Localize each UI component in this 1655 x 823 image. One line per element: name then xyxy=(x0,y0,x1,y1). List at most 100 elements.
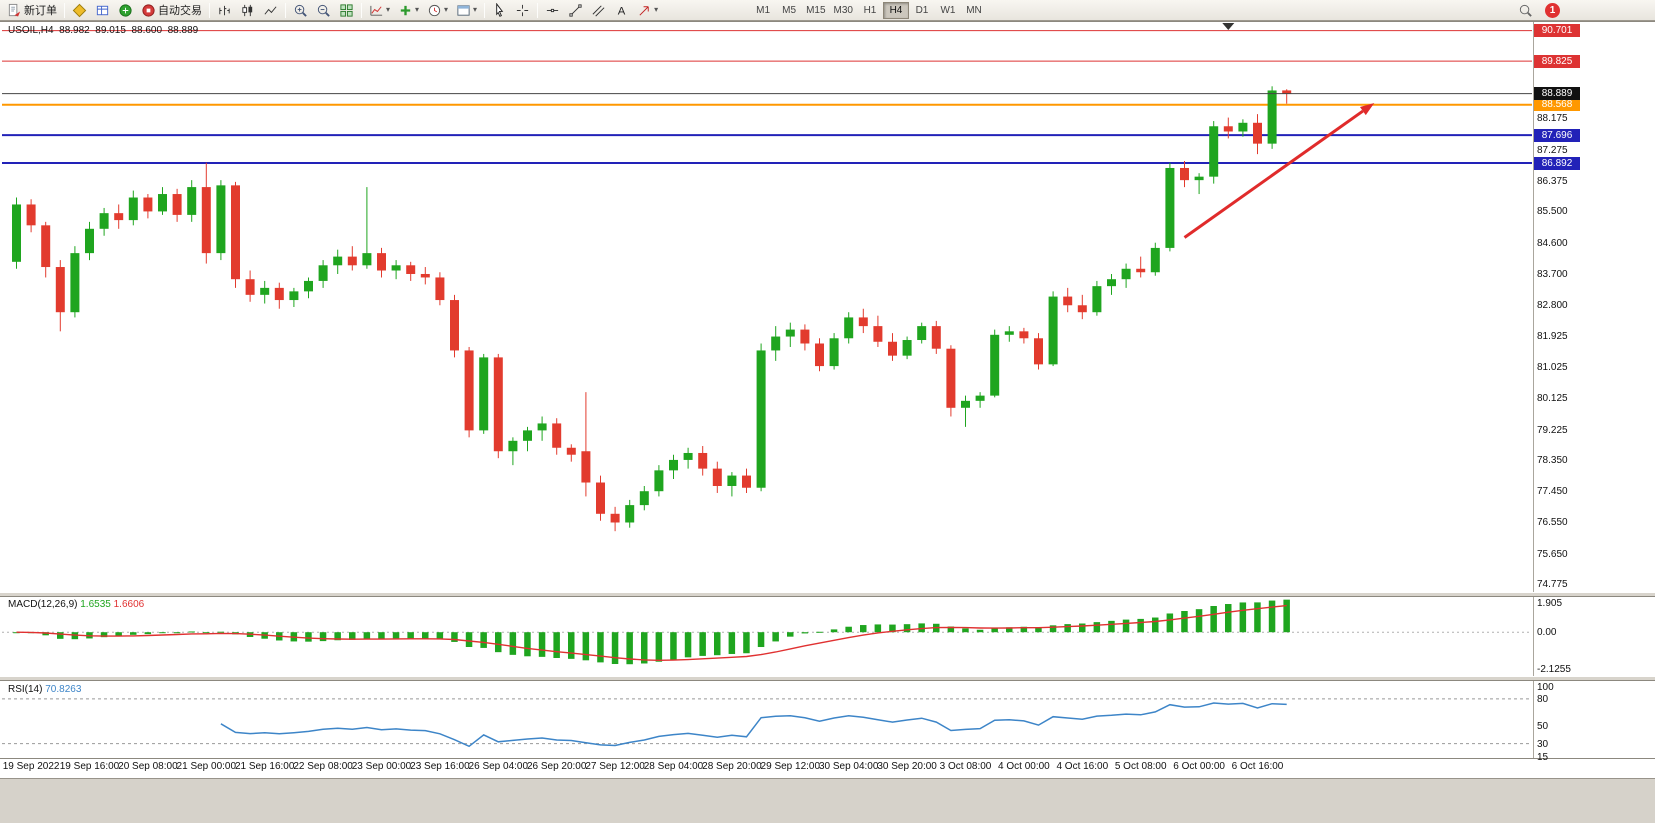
candle-up xyxy=(479,357,489,431)
candle-down xyxy=(698,452,708,469)
notification-badge[interactable]: 1 xyxy=(1545,2,1560,18)
candle-up xyxy=(12,204,21,262)
candle-up xyxy=(669,459,678,471)
candle-up xyxy=(128,197,138,221)
pane-separator-macd[interactable] xyxy=(0,592,1655,597)
periods-button[interactable]: ▾ xyxy=(423,1,452,20)
macd-histogram-bar xyxy=(203,632,210,634)
candle-down xyxy=(493,357,503,452)
candle-down xyxy=(1180,167,1189,181)
text-tool-icon: A xyxy=(618,5,626,17)
timeframe-button-m1[interactable]: M1 xyxy=(756,4,771,16)
timeframe-button-w1[interactable]: W1 xyxy=(940,4,956,16)
candlestick-chart-button[interactable] xyxy=(236,1,259,20)
macd-histogram-bar xyxy=(772,632,779,642)
candle-down xyxy=(201,187,211,254)
macd-histogram-bar xyxy=(1093,622,1101,633)
candle-up xyxy=(318,265,328,281)
bar-chart-button[interactable] xyxy=(213,1,236,20)
search-icon xyxy=(1519,4,1532,17)
timeframe-button-h4[interactable]: H4 xyxy=(882,1,909,19)
candle-up xyxy=(756,350,766,488)
auto-trading-button[interactable]: 自动交易 xyxy=(137,1,206,20)
candle-up xyxy=(785,329,795,337)
navigator-button[interactable] xyxy=(114,1,137,20)
candle-down xyxy=(1282,90,1292,94)
horizontal-line-icon xyxy=(546,8,559,12)
candle-down xyxy=(55,267,65,313)
tile-windows-button[interactable] xyxy=(335,1,358,20)
templates-button[interactable]: ▾ xyxy=(452,1,481,20)
trend-arrow[interactable] xyxy=(1183,109,1364,239)
candle-down xyxy=(245,279,255,295)
candle-up xyxy=(391,265,401,271)
macd-histogram-bar xyxy=(509,632,517,655)
candle-down xyxy=(172,194,182,215)
timeframe-button-m30[interactable]: M30 xyxy=(833,4,853,16)
toolbar-separator xyxy=(285,2,286,18)
candle-down xyxy=(596,482,605,514)
add-indicator-button[interactable]: ▾ xyxy=(394,1,423,20)
macd-histogram-bar xyxy=(801,632,809,634)
timeframe-button-d1[interactable]: D1 xyxy=(915,4,929,16)
candle-down xyxy=(420,273,430,278)
candle-up xyxy=(537,423,547,431)
timeframe-button-mn[interactable]: MN xyxy=(966,4,982,16)
timeframe-button-m15[interactable]: M15 xyxy=(806,4,826,16)
macd-histogram-bar xyxy=(845,626,852,633)
candle-up xyxy=(902,340,912,356)
candle-down xyxy=(26,204,36,226)
dropdown-caret-icon: ▾ xyxy=(473,5,478,14)
pane-separator-rsi[interactable] xyxy=(0,676,1655,681)
macd-histogram-bar xyxy=(422,632,429,639)
macd-histogram-bar xyxy=(436,632,444,640)
line-chart-button[interactable] xyxy=(259,1,282,20)
macd-histogram-bar xyxy=(743,632,750,654)
macd-histogram-bar xyxy=(130,632,137,635)
candle-up xyxy=(260,287,270,295)
candle-down xyxy=(1253,122,1262,144)
crosshair-button[interactable] xyxy=(511,1,534,20)
dropdown-caret-icon: ▾ xyxy=(654,5,659,14)
zoom-in-button[interactable] xyxy=(289,1,312,20)
chart-shift-marker-icon[interactable] xyxy=(1222,23,1235,30)
macd-histogram-bar xyxy=(13,632,20,634)
macd-histogram-bar xyxy=(349,632,356,640)
trendline-tool-button[interactable] xyxy=(564,1,587,20)
macd-histogram-bar xyxy=(42,632,49,636)
cursor-button[interactable] xyxy=(488,1,511,20)
candle-up xyxy=(961,400,970,408)
search-button[interactable] xyxy=(1514,1,1537,20)
new-order-button[interactable]: 新订单 xyxy=(3,1,61,20)
macd-histogram-bar xyxy=(1152,617,1159,633)
candle-up xyxy=(85,228,94,254)
add-indicator-icon xyxy=(400,5,411,15)
macd-histogram-bar xyxy=(1020,626,1028,633)
candle-up xyxy=(216,185,226,254)
timeframe-button-h1[interactable]: H1 xyxy=(863,4,877,16)
dropdown-caret-icon: ▾ xyxy=(386,5,391,14)
data-window-icon xyxy=(96,5,109,15)
macd-histogram-bar xyxy=(1166,613,1174,633)
indicators-button[interactable]: ▾ xyxy=(365,1,394,20)
toolbar-separator xyxy=(537,2,539,18)
macd-histogram-bar xyxy=(1122,619,1130,633)
data-window-button[interactable] xyxy=(91,1,114,20)
macd-histogram-bar xyxy=(480,632,487,648)
horizontal-line-tool-button[interactable] xyxy=(541,1,564,20)
market-watch-button[interactable] xyxy=(68,1,91,20)
candle-up xyxy=(1121,268,1131,280)
channel-tool-button[interactable] xyxy=(587,1,610,20)
macd-histogram-bar xyxy=(1239,602,1247,633)
candle-down xyxy=(41,225,51,268)
text-tool-button[interactable]: A xyxy=(610,1,633,20)
candle-up xyxy=(1209,126,1219,177)
timeframe-button-m5[interactable]: M5 xyxy=(782,4,797,16)
zoom-out-button[interactable] xyxy=(312,1,335,20)
arrows-tool-button[interactable]: ▾ xyxy=(633,1,662,20)
status-area xyxy=(0,778,1655,823)
trend-arrow-head[interactable] xyxy=(1359,102,1375,116)
macd-histogram-bar xyxy=(728,632,736,654)
candle-up xyxy=(844,317,854,339)
